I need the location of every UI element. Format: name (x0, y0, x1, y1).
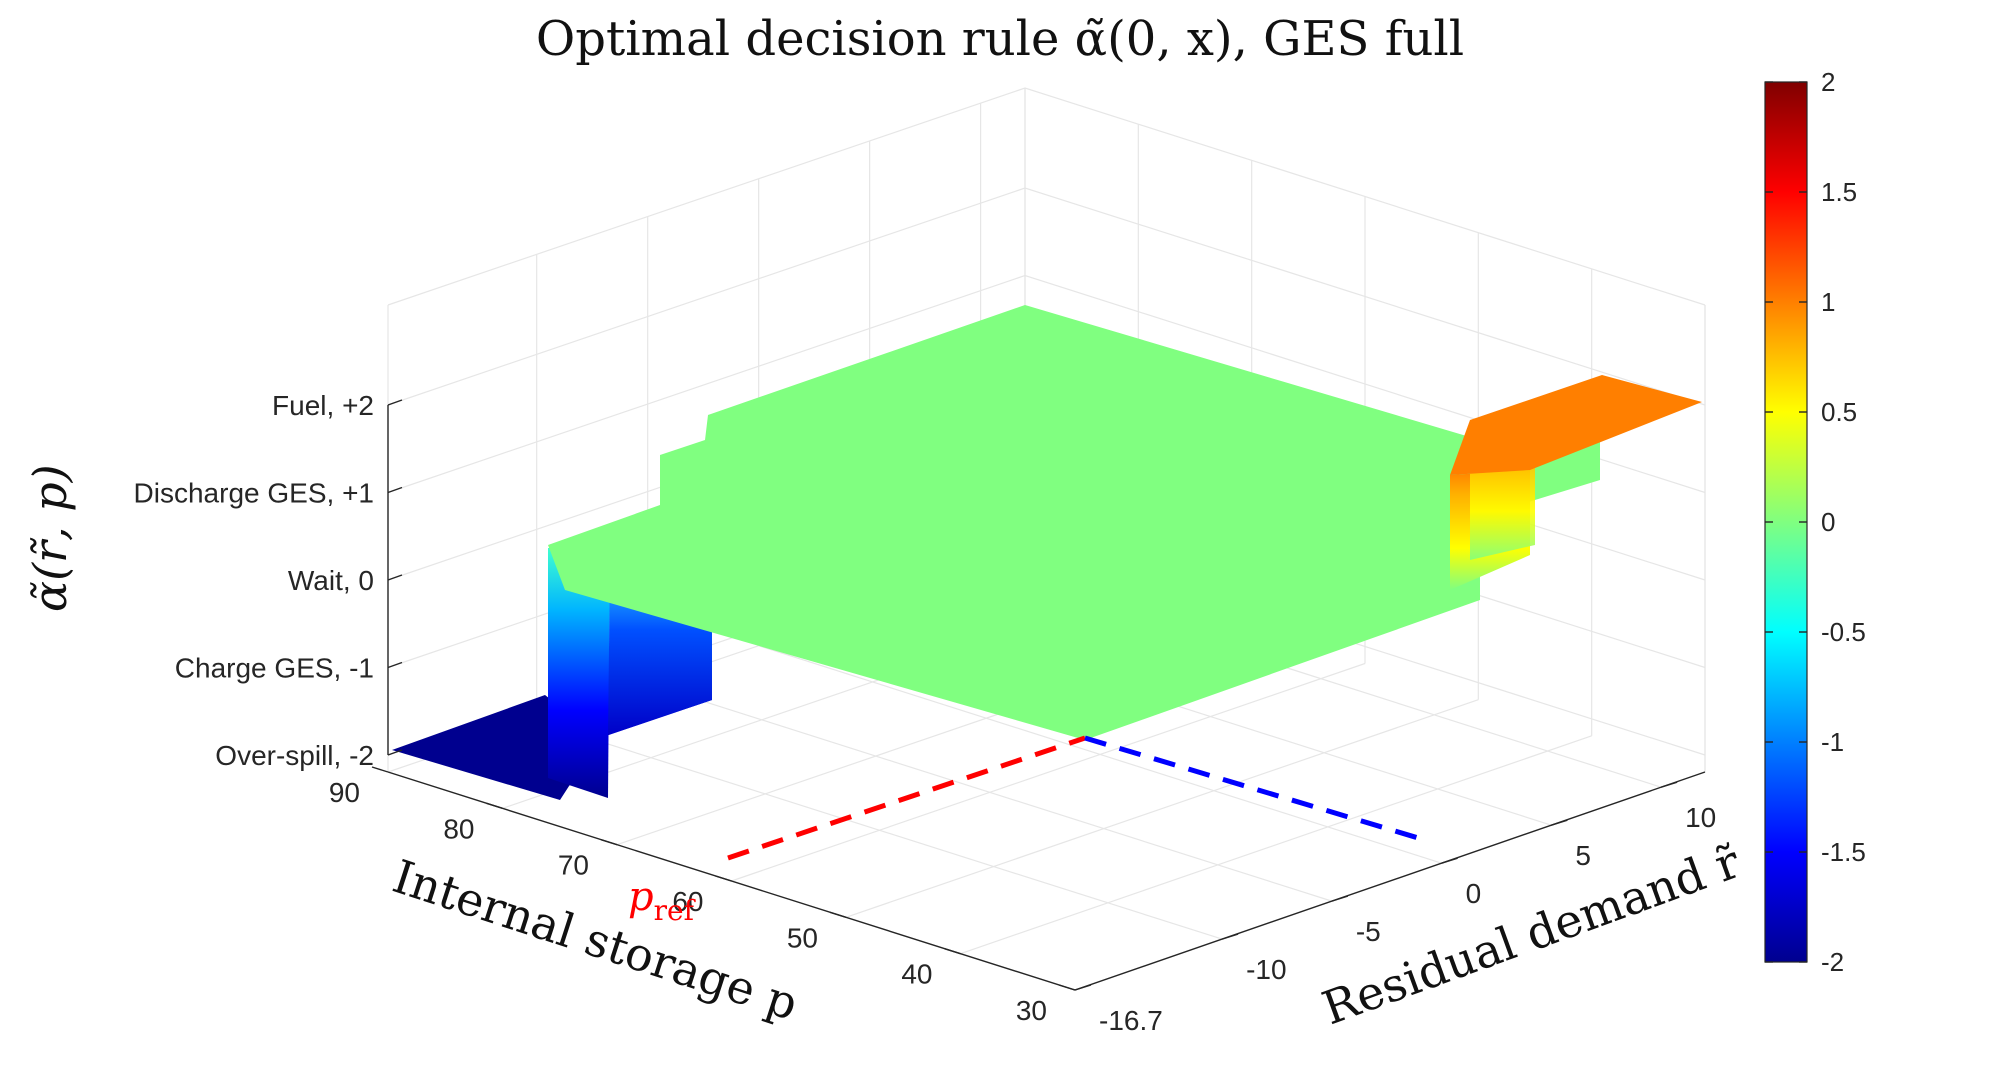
z-tick-label: Wait, 0 (288, 565, 374, 596)
decision-surface (392, 305, 1702, 800)
pref-label-sub: ref (654, 894, 697, 927)
r-tick-label: 10 (1685, 802, 1716, 833)
colorbar-tick-label: 1.5 (1821, 177, 1857, 207)
r-tick-label: 0 (1466, 878, 1482, 909)
p-tick-label: 70 (558, 850, 589, 881)
z-tick-label: Over-spill, -2 (215, 740, 374, 771)
floor-front-edges (387, 771, 1706, 991)
p-tick-label: 40 (901, 959, 932, 990)
p-tick-label: 50 (787, 922, 818, 953)
p-tick-mark (371, 766, 389, 773)
r-gridline (536, 720, 1223, 940)
z-tick-label: Fuel, +2 (272, 390, 374, 421)
r-tick-label: -5 (1356, 916, 1381, 947)
r-gridline (758, 645, 1442, 864)
colorbar-tick-label: -2 (1821, 947, 1844, 977)
pref-reference-line (727, 735, 1086, 861)
p-tick-label: 80 (443, 813, 474, 844)
wait-plateau-main (548, 305, 1480, 740)
chart-title: Optimal decision rule α̃(0, x), GES full (536, 11, 1464, 67)
z-axis-label: α̃(r̃, p) (23, 464, 77, 612)
colorbar-tick-label: 0 (1821, 507, 1835, 537)
colorbar-tick-label: -1 (1821, 727, 1844, 757)
colorbar-tick-label: 2 (1821, 67, 1835, 97)
z-tick-label: Charge GES, -1 (175, 653, 374, 684)
p-tick-label: 90 (329, 777, 360, 808)
charge-wall-blue (548, 548, 610, 798)
axis-lines (371, 399, 1706, 991)
colorbar-tick-label: -0.5 (1821, 617, 1866, 647)
p-gridline (731, 662, 1366, 882)
p-gridline (960, 735, 1592, 955)
p-gridline (845, 699, 1479, 918)
r-tick-label: -10 (1246, 954, 1286, 985)
colorbar-tick-label: -1.5 (1821, 837, 1866, 867)
y-axis-label: Internal storage p (387, 849, 805, 1031)
z-tick-label: Discharge GES, +1 (134, 478, 374, 509)
colorbar-ticks: -2 -1.5 -1 -0.5 0 0.5 1 1.5 2 (1765, 67, 1866, 977)
r-gridline (647, 682, 1333, 902)
discharge-plateau-top (1450, 375, 1702, 475)
colorbar-tick-label: 1 (1821, 287, 1835, 317)
colorbar-tick-label: 0.5 (1821, 397, 1857, 427)
r-tick-label: -16.7 (1099, 1005, 1163, 1036)
z-tick-mark (387, 749, 403, 756)
p-tick-label: 30 (1016, 995, 1047, 1026)
z-tick-mark (387, 574, 403, 581)
tick-labels: Over-spill, -2 Charge GES, -1 Wait, 0 Disch… (134, 390, 1717, 1036)
z-tick-mark (387, 486, 403, 494)
r-tick-label: 5 (1575, 840, 1591, 871)
pref-label: pref (628, 874, 697, 927)
z-tick-mark (387, 399, 403, 406)
pref-label-main: p (628, 874, 654, 920)
r-zero-reference-line (1084, 735, 1426, 843)
colorbar: -2 -1.5 -1 -0.5 0 0.5 1 1.5 2 (1764, 67, 1866, 977)
p-tick-label: 60 (672, 886, 703, 917)
z-tick-mark (387, 661, 403, 669)
